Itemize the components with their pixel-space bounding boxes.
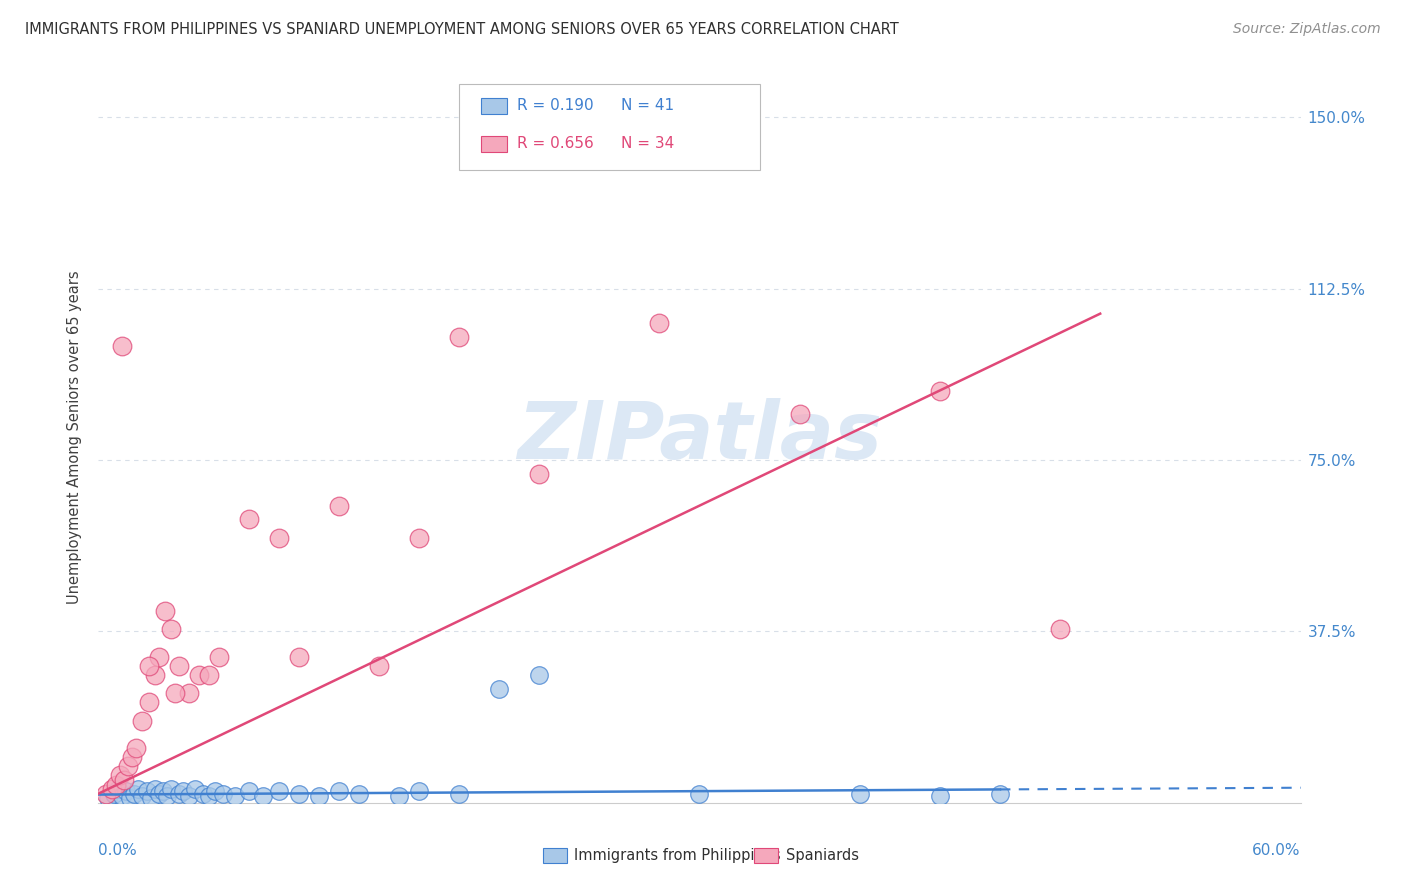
Point — [138, 658, 160, 673]
Point — [308, 789, 330, 803]
Point — [139, 791, 162, 805]
Point — [388, 789, 411, 803]
Point — [117, 759, 139, 773]
Point — [529, 467, 551, 481]
Point — [288, 649, 311, 664]
Point — [131, 789, 153, 803]
Text: ZIPatlas: ZIPatlas — [517, 398, 882, 476]
Point — [121, 750, 143, 764]
Point — [224, 789, 246, 803]
Point — [267, 531, 290, 545]
Point — [143, 667, 166, 681]
Point — [197, 667, 219, 681]
Text: Source: ZipAtlas.com: Source: ZipAtlas.com — [1233, 22, 1381, 37]
Bar — [481, 136, 508, 152]
Point — [172, 784, 194, 798]
Point — [124, 787, 146, 801]
Point — [368, 658, 391, 673]
Text: 60.0%: 60.0% — [1253, 843, 1301, 858]
Point — [191, 787, 214, 801]
Point — [135, 784, 157, 798]
Point — [138, 695, 160, 709]
Point — [115, 784, 138, 798]
Point — [208, 649, 231, 664]
Point — [488, 681, 510, 696]
Point — [114, 772, 136, 787]
Point — [143, 782, 166, 797]
Point — [929, 384, 952, 399]
Text: IMMIGRANTS FROM PHILIPPINES VS SPANIARD UNEMPLOYMENT AMONG SENIORS OVER 65 YEARS: IMMIGRANTS FROM PHILIPPINES VS SPANIARD … — [25, 22, 898, 37]
Point — [131, 714, 153, 728]
Point — [111, 338, 134, 352]
Bar — [754, 848, 778, 863]
Point — [97, 791, 120, 805]
Point — [288, 787, 311, 801]
Point — [152, 784, 174, 798]
Point — [204, 784, 226, 798]
Point — [120, 791, 142, 805]
Point — [447, 329, 470, 343]
Point — [197, 789, 219, 803]
Point — [103, 787, 125, 801]
Text: 0.0%: 0.0% — [98, 843, 138, 858]
Text: N = 34: N = 34 — [621, 136, 675, 152]
Point — [177, 686, 200, 700]
Point — [96, 787, 118, 801]
Text: N = 41: N = 41 — [621, 98, 675, 113]
Point — [187, 667, 209, 681]
Point — [988, 787, 1011, 801]
Point — [111, 789, 134, 803]
Point — [128, 782, 150, 797]
Point — [529, 667, 551, 681]
Text: R = 0.190: R = 0.190 — [517, 98, 593, 113]
Point — [148, 787, 170, 801]
Point — [1049, 622, 1071, 636]
Text: R = 0.656: R = 0.656 — [517, 136, 593, 152]
Point — [110, 768, 132, 782]
Point — [125, 740, 148, 755]
Point — [167, 787, 190, 801]
Point — [789, 407, 811, 421]
Point — [238, 512, 260, 526]
Text: Spaniards: Spaniards — [786, 848, 859, 863]
Text: Immigrants from Philippines: Immigrants from Philippines — [575, 848, 782, 863]
Point — [252, 789, 274, 803]
Point — [328, 784, 350, 798]
Point — [347, 787, 370, 801]
Point — [267, 784, 290, 798]
Point — [328, 499, 350, 513]
Y-axis label: Unemployment Among Seniors over 65 years: Unemployment Among Seniors over 65 years — [67, 270, 83, 604]
Point — [105, 778, 128, 792]
Point — [163, 686, 186, 700]
Point — [447, 787, 470, 801]
Point — [929, 789, 952, 803]
Point — [159, 622, 181, 636]
Point — [238, 784, 260, 798]
Point — [408, 531, 430, 545]
Bar — [543, 848, 567, 863]
Bar — [481, 98, 508, 114]
Point — [648, 316, 671, 330]
Point — [155, 789, 177, 803]
Point — [159, 782, 181, 797]
Point — [183, 782, 205, 797]
Point — [107, 782, 129, 797]
Point — [153, 604, 176, 618]
Point — [167, 658, 190, 673]
Point — [849, 787, 872, 801]
Point — [177, 789, 200, 803]
Point — [688, 787, 710, 801]
Point — [101, 782, 124, 797]
FancyBboxPatch shape — [458, 84, 759, 170]
Point — [211, 787, 233, 801]
Point — [148, 649, 170, 664]
Point — [408, 784, 430, 798]
